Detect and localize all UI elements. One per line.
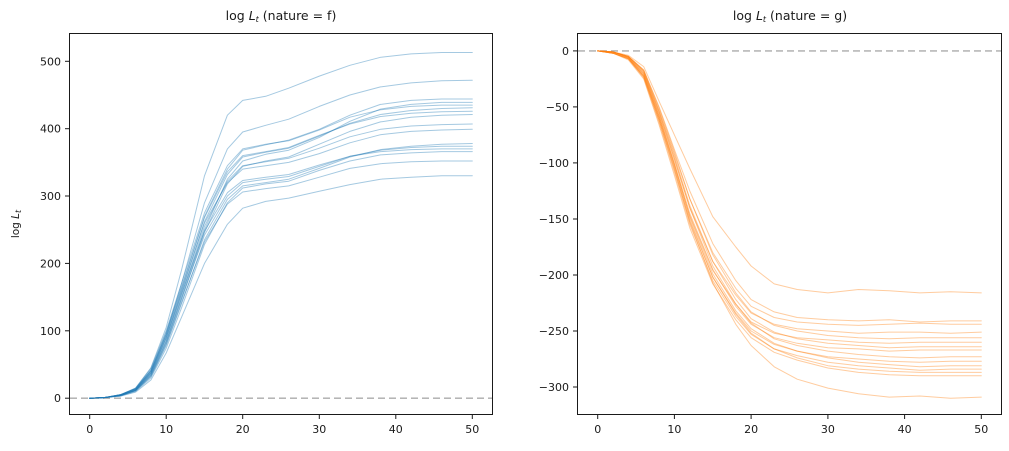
- y-tick-label: 300: [40, 190, 61, 203]
- series-line: [89, 107, 473, 399]
- y-tick-label: −250: [539, 325, 569, 338]
- series-line: [89, 79, 473, 399]
- y-tick-label: 100: [40, 325, 61, 338]
- series-line: [89, 143, 473, 399]
- series-line: [89, 175, 473, 399]
- title-text: (nature = g): [766, 8, 848, 23]
- series-line: [89, 151, 473, 399]
- series-line: [597, 50, 982, 373]
- series-line: [597, 50, 982, 349]
- chart-title-nature-f: log Lt (nature = f): [225, 8, 337, 24]
- y-tick-label: −100: [539, 157, 569, 170]
- title-text: log: [732, 8, 756, 23]
- y-axis-label-variable: L: [10, 212, 22, 219]
- title-subscript: t: [762, 15, 767, 24]
- series-line: [89, 98, 473, 399]
- x-tick-label: 10: [159, 423, 173, 436]
- series-line: [89, 114, 473, 399]
- y-tick-label: 500: [40, 55, 61, 68]
- plot-area: [69, 33, 493, 415]
- x-tick-label: 0: [86, 423, 93, 436]
- series-line: [597, 50, 982, 323]
- series-line: [89, 104, 473, 399]
- title-variable: L: [755, 8, 763, 23]
- chart-title-nature-g: log Lt (nature = g): [732, 8, 848, 24]
- series-line: [89, 145, 473, 399]
- x-tick-label: 20: [236, 423, 250, 436]
- series-line: [89, 110, 473, 399]
- series-line: [597, 50, 982, 359]
- y-tick-label: 200: [40, 257, 61, 270]
- y-tick-label: −300: [539, 381, 569, 394]
- y-axis-label-text: log: [10, 218, 22, 239]
- x-tick-label: 50: [465, 423, 479, 436]
- x-tick-label: 40: [389, 423, 403, 436]
- y-tick-label: 0: [562, 45, 569, 58]
- title-variable: L: [248, 8, 256, 23]
- y-axis-label: log Lt: [10, 209, 23, 239]
- series-line: [597, 50, 982, 340]
- plot-area: [577, 33, 1002, 415]
- x-tick-label: 40: [898, 423, 912, 436]
- title-text: log: [225, 8, 249, 23]
- series-line: [597, 50, 982, 294]
- y-tick-label: −150: [539, 213, 569, 226]
- x-tick-label: 0: [594, 423, 601, 436]
- series-line: [597, 50, 982, 334]
- series-line: [597, 50, 982, 363]
- series-line: [89, 148, 473, 399]
- x-tick-label: 50: [974, 423, 988, 436]
- series-line: [89, 52, 473, 399]
- series-line: [597, 50, 982, 344]
- series-line: [597, 50, 982, 326]
- x-tick-label: 30: [821, 423, 835, 436]
- series-line: [597, 50, 982, 368]
- series-line: [89, 101, 473, 399]
- y-tick-label: −50: [546, 101, 569, 114]
- series-line: [89, 123, 473, 399]
- title-text: (nature = f): [258, 8, 337, 23]
- y-tick-label: −200: [539, 269, 569, 282]
- x-tick-label: 20: [744, 423, 758, 436]
- y-axis-label-subscript: t: [14, 209, 23, 213]
- series-line: [597, 50, 982, 377]
- x-tick-label: 30: [312, 423, 326, 436]
- y-tick-label: 400: [40, 123, 61, 136]
- y-tick-label: 0: [54, 392, 61, 405]
- series-line: [597, 50, 982, 352]
- x-tick-label: 10: [667, 423, 681, 436]
- series-line: [89, 128, 473, 399]
- series-line: [597, 50, 982, 399]
- series-line: [89, 160, 473, 399]
- series-line: [597, 50, 982, 371]
- title-subscript: t: [255, 15, 259, 24]
